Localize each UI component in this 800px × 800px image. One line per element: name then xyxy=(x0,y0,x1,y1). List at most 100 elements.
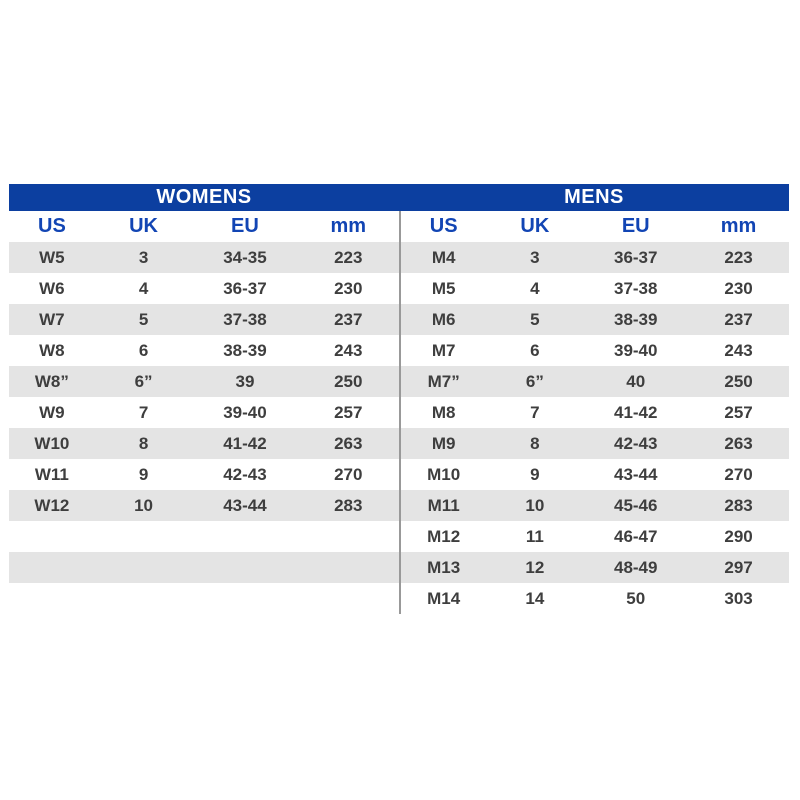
table-cell: 263 xyxy=(334,433,363,453)
table-cell: 42-43 xyxy=(613,433,658,453)
table-row: W12 10 43-44 283 xyxy=(9,490,399,521)
table-cell: 43-44 xyxy=(613,464,658,484)
column-header-mm: mm xyxy=(720,215,757,237)
table-row: M13 12 48-49 297 xyxy=(401,552,789,583)
empty-table-cell xyxy=(9,552,95,583)
table-cell: 7 xyxy=(138,402,149,422)
table-cell: W9 xyxy=(39,402,65,422)
table-cell: W8 xyxy=(39,340,65,360)
table-cell: W8” xyxy=(34,371,69,391)
mens-section-title: MENS xyxy=(564,186,624,208)
column-header-mm: mm xyxy=(330,215,367,237)
empty-table-cell xyxy=(95,521,193,552)
empty-table-cell xyxy=(95,552,193,583)
table-cell: 4 xyxy=(138,278,149,298)
womens-section-title: WOMENS xyxy=(156,186,252,208)
table-cell: 41-42 xyxy=(223,433,267,453)
table-cell: 6 xyxy=(530,340,540,360)
table-row: M14 14 50 303 xyxy=(401,583,789,614)
table-cell: W10 xyxy=(34,433,70,453)
table-cell: W6 xyxy=(39,278,65,298)
table-row: M8 7 41-42 257 xyxy=(401,397,789,428)
table-cell: 5 xyxy=(530,309,540,329)
table-cell: 223 xyxy=(724,247,753,267)
table-cell: 7 xyxy=(530,402,540,422)
table-cell: 223 xyxy=(334,247,363,267)
table-cell: 250 xyxy=(334,371,363,391)
table-row: M7” 6” 40 250 xyxy=(401,366,789,397)
table-row: M9 8 42-43 263 xyxy=(401,428,789,459)
empty-table-cell xyxy=(192,521,297,552)
size-conversion-chart: WOMENS MENS US UK EU mm W5 3 34-35 223 W6 4 36-37 2… xyxy=(9,184,789,614)
table-cell: 4 xyxy=(530,278,540,298)
section-title-bar: WOMENS MENS xyxy=(9,184,789,211)
empty-table-row xyxy=(9,583,399,614)
table-cell: 43-44 xyxy=(223,495,267,515)
table-cell: 8 xyxy=(530,433,540,453)
table-row: W7 5 37-38 237 xyxy=(9,304,399,335)
table-cell: 230 xyxy=(724,278,753,298)
table-cell: 270 xyxy=(334,464,363,484)
table-cell: 41-42 xyxy=(613,402,658,422)
table-cell: M4 xyxy=(431,247,456,267)
table-cell: 6” xyxy=(134,371,153,391)
table-cell: 243 xyxy=(334,340,363,360)
empty-table-cell xyxy=(9,583,95,614)
table-cell: 297 xyxy=(724,557,753,577)
table-cell: 230 xyxy=(334,278,363,298)
table-cell: 283 xyxy=(724,495,753,515)
table-row: W5 3 34-35 223 xyxy=(9,242,399,273)
table-row: M7 6 39-40 243 xyxy=(401,335,789,366)
table-cell: 39-40 xyxy=(223,402,267,422)
table-cell: W12 xyxy=(34,495,70,515)
table-cell: 38-39 xyxy=(613,309,658,329)
table-row: M4 3 36-37 223 xyxy=(401,242,789,273)
table-cell: 9 xyxy=(530,464,540,484)
table-row: W11 9 42-43 270 xyxy=(9,459,399,490)
table-cell: M7” xyxy=(427,371,460,391)
table-cell: M7 xyxy=(431,340,456,360)
table-cell: W11 xyxy=(34,464,69,484)
table-cell: 6” xyxy=(525,371,544,391)
table-cell: 37-38 xyxy=(613,278,658,298)
column-header-eu: EU xyxy=(231,215,259,237)
column-header-us: US xyxy=(429,215,458,237)
empty-table-row xyxy=(9,552,399,583)
table-cell: M10 xyxy=(427,464,461,484)
empty-table-cell xyxy=(298,552,399,583)
empty-table-cell xyxy=(298,583,399,614)
table-cell: 34-35 xyxy=(223,247,267,267)
table-cell: M14 xyxy=(427,588,461,608)
table-cell: 263 xyxy=(724,433,753,453)
table-cell: 37-38 xyxy=(223,309,267,329)
table-cell: M6 xyxy=(431,309,456,329)
table-cell: 257 xyxy=(334,402,363,422)
table-cell: M12 xyxy=(427,526,461,546)
table-cell: 257 xyxy=(724,402,753,422)
womens-size-table: US UK EU mm W5 3 34-35 223 W6 4 36-37 230 W7 5 37-38 23… xyxy=(9,211,399,614)
table-row: M6 5 38-39 237 xyxy=(401,304,789,335)
table-cell: 11 xyxy=(525,526,544,546)
column-header-uk: UK xyxy=(129,215,158,237)
chart-body: US UK EU mm W5 3 34-35 223 W6 4 36-37 230 W7 5 37-38 23… xyxy=(9,211,789,614)
table-cell: 6 xyxy=(138,340,149,360)
column-header-row: US UK EU mm xyxy=(401,211,789,242)
table-cell: 36-37 xyxy=(223,278,267,298)
table-cell: 48-49 xyxy=(613,557,658,577)
table-cell: M9 xyxy=(431,433,456,453)
table-cell: W7 xyxy=(39,309,65,329)
table-cell: 50 xyxy=(626,588,646,608)
empty-table-cell xyxy=(298,521,399,552)
table-cell: 39-40 xyxy=(613,340,658,360)
empty-table-cell xyxy=(192,583,297,614)
table-cell: W5 xyxy=(39,247,65,267)
table-cell: 270 xyxy=(724,464,753,484)
table-cell: 3 xyxy=(138,247,149,267)
table-cell: 42-43 xyxy=(223,464,267,484)
table-cell: 283 xyxy=(334,495,363,515)
table-cell: 40 xyxy=(626,371,646,391)
table-cell: M11 xyxy=(427,495,460,515)
table-row: W8 6 38-39 243 xyxy=(9,335,399,366)
table-cell: M5 xyxy=(431,278,456,298)
table-row: W8” 6” 39 250 xyxy=(9,366,399,397)
